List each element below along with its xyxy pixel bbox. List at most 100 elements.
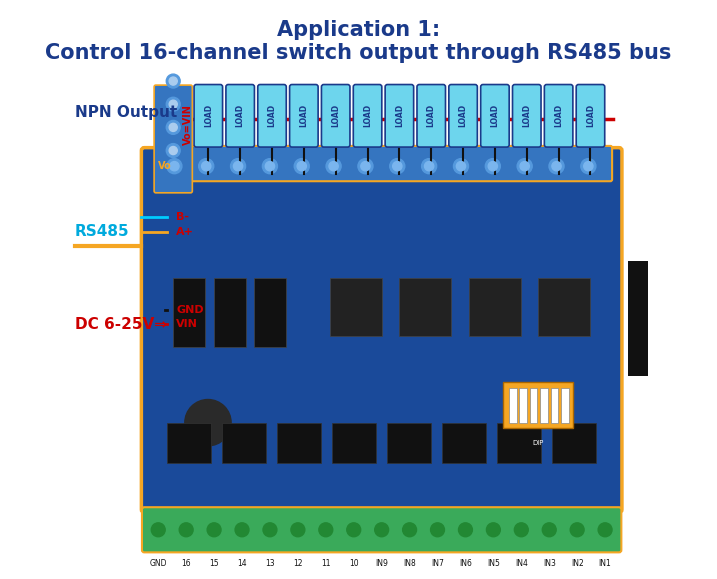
Text: 16: 16 (181, 559, 191, 568)
Circle shape (453, 159, 468, 174)
Circle shape (294, 159, 309, 174)
Text: IN9: IN9 (375, 559, 388, 568)
Bar (503, 382, 573, 428)
Text: IN1: IN1 (599, 559, 612, 568)
Circle shape (234, 162, 242, 171)
Circle shape (552, 162, 561, 171)
Circle shape (422, 159, 437, 174)
Circle shape (486, 523, 500, 537)
Circle shape (166, 97, 180, 111)
Text: LOAD: LOAD (331, 104, 340, 127)
Bar (387, 423, 431, 463)
Text: A+: A+ (176, 226, 194, 237)
Circle shape (329, 162, 338, 171)
Text: LOAD: LOAD (236, 104, 244, 127)
Text: IN7: IN7 (431, 559, 444, 568)
Circle shape (151, 523, 165, 537)
Circle shape (291, 523, 305, 537)
Circle shape (361, 162, 370, 171)
Circle shape (424, 162, 434, 171)
Circle shape (358, 159, 373, 174)
Text: LOAD: LOAD (427, 104, 436, 127)
Circle shape (456, 162, 465, 171)
Circle shape (263, 523, 277, 537)
Bar (442, 423, 486, 463)
Text: 14: 14 (237, 559, 247, 568)
Circle shape (431, 523, 445, 537)
Circle shape (179, 523, 193, 537)
Circle shape (231, 159, 246, 174)
Text: LOAD: LOAD (459, 104, 467, 127)
Text: IN4: IN4 (515, 559, 528, 568)
Bar (498, 423, 541, 463)
Circle shape (390, 159, 405, 174)
Bar (399, 278, 451, 336)
Circle shape (319, 523, 333, 537)
Circle shape (403, 523, 417, 537)
Text: GND: GND (149, 559, 167, 568)
Text: DC 6-25V⇒: DC 6-25V⇒ (75, 317, 167, 332)
Text: LOAD: LOAD (363, 104, 372, 127)
Text: Vo: Vo (158, 161, 171, 171)
FancyBboxPatch shape (449, 85, 478, 147)
Text: NPN Output: NPN Output (75, 105, 177, 120)
Circle shape (297, 162, 306, 171)
Bar (168, 423, 211, 463)
Circle shape (169, 146, 177, 155)
Circle shape (170, 162, 179, 171)
FancyBboxPatch shape (257, 85, 286, 147)
Bar (530, 388, 538, 423)
Bar (174, 278, 205, 347)
Text: LOAD: LOAD (204, 104, 213, 127)
Circle shape (549, 159, 564, 174)
Bar (333, 423, 376, 463)
Circle shape (326, 159, 341, 174)
Text: Vo=VIN: Vo=VIN (183, 104, 193, 145)
Text: GND: GND (176, 305, 204, 315)
Text: RS485: RS485 (75, 224, 129, 239)
FancyBboxPatch shape (480, 85, 509, 147)
Bar (509, 388, 516, 423)
Bar (468, 278, 521, 336)
Text: 15: 15 (209, 559, 219, 568)
FancyBboxPatch shape (141, 148, 622, 512)
Text: LOAD: LOAD (267, 104, 277, 127)
Circle shape (166, 74, 180, 88)
FancyBboxPatch shape (142, 507, 622, 552)
Bar (628, 261, 651, 376)
Text: LOAD: LOAD (522, 104, 531, 127)
Bar (277, 423, 321, 463)
Text: DIP: DIP (532, 440, 543, 446)
Circle shape (185, 400, 231, 446)
Text: IN3: IN3 (543, 559, 556, 568)
Text: LOAD: LOAD (395, 104, 404, 127)
Text: 12: 12 (293, 559, 303, 568)
FancyBboxPatch shape (513, 85, 541, 147)
Text: LOAD: LOAD (586, 104, 595, 127)
Circle shape (542, 523, 556, 537)
Circle shape (347, 523, 361, 537)
Circle shape (262, 159, 277, 174)
Circle shape (166, 120, 180, 134)
FancyBboxPatch shape (226, 85, 255, 147)
Text: IN2: IN2 (571, 559, 584, 568)
Text: Application 1:: Application 1: (277, 20, 440, 41)
Circle shape (207, 523, 221, 537)
Bar (330, 278, 381, 336)
Text: 13: 13 (265, 559, 275, 568)
Text: IN5: IN5 (487, 559, 500, 568)
Circle shape (393, 162, 402, 171)
Circle shape (458, 523, 473, 537)
Circle shape (265, 162, 275, 171)
Bar (553, 423, 596, 463)
Circle shape (235, 523, 249, 537)
Circle shape (166, 144, 180, 157)
Circle shape (375, 523, 389, 537)
Text: IN8: IN8 (403, 559, 416, 568)
Bar (551, 388, 559, 423)
Bar (538, 278, 590, 336)
Circle shape (169, 123, 177, 131)
Circle shape (488, 162, 498, 171)
Circle shape (570, 523, 584, 537)
Text: VIN: VIN (176, 319, 198, 329)
